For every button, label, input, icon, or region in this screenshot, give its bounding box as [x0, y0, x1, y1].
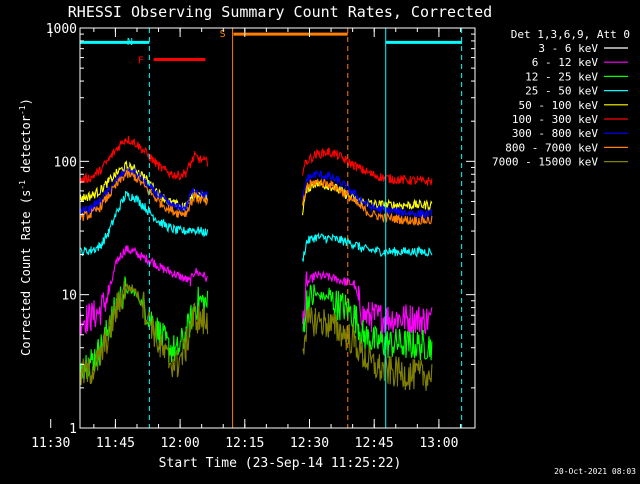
x-tick-label: 11:45	[96, 436, 135, 451]
legend-label: 6 - 12 keV	[532, 56, 599, 69]
x-tick-label: 13:00	[419, 436, 458, 451]
plot-frame	[79, 27, 476, 429]
y-tick-label: 1	[69, 422, 77, 437]
legend-label: 3 - 6 keV	[538, 42, 598, 55]
series-line-6-12-kev	[79, 245, 433, 335]
legend-label: 50 - 100 keV	[519, 99, 599, 112]
x-tick-label: 12:00	[161, 436, 200, 451]
y-tick-label: 100	[54, 155, 77, 170]
y-tick-label: 10	[61, 289, 77, 304]
axes: 1 10 100 1000 11:30 11:45 12:00 12:15 12:30 12:45…	[31, 22, 476, 451]
legend-label: 25 - 50 keV	[525, 85, 598, 98]
generation-timestamp: 20-Oct-2021 08:03	[554, 467, 636, 476]
x-axis-label: Start Time (23-Sep-14 11:25:22)	[159, 456, 402, 471]
legend-label: 300 - 800 keV	[512, 127, 598, 140]
legend-label: 12 - 25 keV	[525, 70, 598, 83]
legend-label: 800 - 7000 keV	[505, 141, 598, 154]
flag-label-f: F	[138, 56, 144, 67]
legend-header: Det 1,3,6,9, Att 0	[511, 28, 630, 41]
chart-title: RHESSI Observing Summary Count Rates, Co…	[68, 3, 492, 21]
legend-label: 7000 - 15000 keV	[492, 156, 598, 169]
series-line-7000-15000-kev	[79, 280, 433, 391]
x-tick-label: 11:30	[31, 436, 70, 451]
flag-label-s: S	[220, 29, 226, 40]
y-tick-label: 1000	[46, 22, 77, 37]
x-tick-label: 12:15	[225, 436, 264, 451]
flag-label-n: N	[127, 37, 133, 48]
series-line-25-50-kev	[79, 190, 433, 262]
legend-label: 100 - 300 keV	[512, 113, 598, 126]
x-tick-label: 12:45	[355, 436, 394, 451]
series-line-3-6-kev	[79, 205, 433, 415]
series-line-100-300-kev	[79, 135, 433, 186]
y-axis-label: Corrected Count Rate (s-1 detector-1)	[18, 98, 33, 356]
series-line-800-7000-kev	[79, 168, 433, 227]
x-tick-label: 12:30	[290, 436, 329, 451]
